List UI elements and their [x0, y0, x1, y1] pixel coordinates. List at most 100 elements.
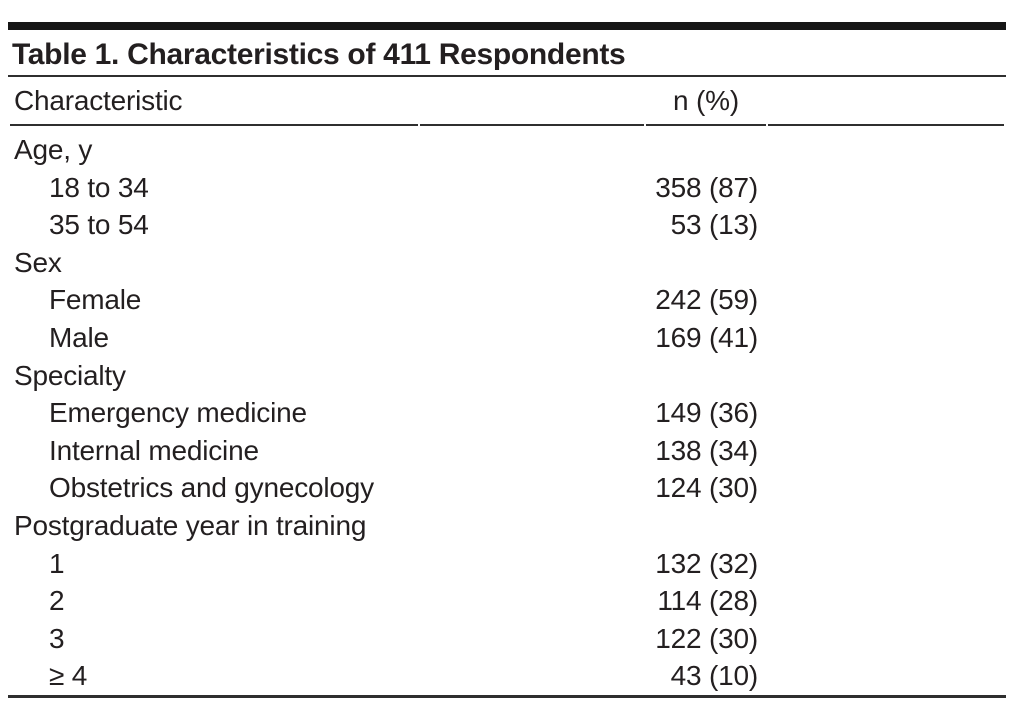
row-characteristic-cell: 18 to 34	[10, 169, 418, 207]
table-row: Specialty	[10, 357, 1004, 395]
row-spacer	[420, 582, 644, 620]
row-spacer	[420, 126, 644, 169]
row-value: 114 (28)	[657, 585, 758, 617]
row-value	[646, 244, 766, 282]
row-spacer-right	[768, 394, 1004, 432]
row-characteristic: Emergency medicine	[49, 397, 307, 429]
row-characteristic: Sex	[14, 246, 62, 278]
row-spacer-right	[768, 545, 1004, 583]
row-characteristic-cell: Male	[10, 319, 418, 357]
table-row: Obstetrics and gynecology 124 (30)	[10, 469, 1004, 507]
row-value	[646, 357, 766, 395]
table-row: Postgraduate year in training	[10, 507, 1004, 545]
table-row: Female 242 (59)	[10, 281, 1004, 319]
table-row: ≥ 4 43 (10)	[10, 657, 1004, 695]
column-header-n-percent: n (%)	[646, 77, 766, 126]
table-row: Emergency medicine 149 (36)	[10, 394, 1004, 432]
row-spacer	[420, 244, 644, 282]
row-characteristic-cell: Specialty	[10, 357, 418, 395]
row-characteristic-cell: ≥ 4	[10, 657, 418, 695]
title-rule	[8, 75, 1006, 77]
table-row: 35 to 54 53 (13)	[10, 206, 1004, 244]
row-spacer-right	[768, 620, 1004, 658]
row-characteristic: Obstetrics and gynecology	[49, 472, 374, 504]
row-characteristic: 2	[49, 585, 65, 617]
row-spacer	[420, 206, 644, 244]
row-value: 169 (41)	[655, 321, 758, 353]
row-spacer	[420, 357, 644, 395]
row-spacer	[420, 657, 644, 695]
row-characteristic: Female	[49, 284, 142, 316]
row-characteristic-cell: 1	[10, 545, 418, 583]
row-characteristic-cell: Female	[10, 281, 418, 319]
table-row: Age, y	[10, 126, 1004, 169]
row-value: 132 (32)	[655, 547, 758, 579]
row-spacer	[420, 394, 644, 432]
row-spacer-right	[768, 357, 1004, 395]
table-title: Table 1. Characteristics of 411 Responde…	[12, 38, 626, 71]
row-characteristic-cell: Sex	[10, 244, 418, 282]
row-value: 358 (87)	[655, 171, 758, 203]
row-characteristic: 3	[49, 622, 65, 654]
row-characteristic-cell: Postgraduate year in training	[10, 507, 418, 545]
table-row: 18 to 34 358 (87)	[10, 169, 1004, 207]
row-spacer	[420, 319, 644, 357]
row-value: 53 (13)	[670, 209, 759, 241]
row-spacer	[420, 169, 644, 207]
row-characteristic: Postgraduate year in training	[14, 509, 367, 541]
table-row: Male 169 (41)	[10, 319, 1004, 357]
row-characteristic: 18 to 34	[49, 171, 149, 203]
row-value: 124 (30)	[655, 472, 758, 504]
row-characteristic-cell: Age, y	[10, 126, 418, 169]
table-row: 2 114 (28)	[10, 582, 1004, 620]
row-characteristic: 35 to 54	[49, 209, 149, 241]
row-spacer-right	[768, 244, 1004, 282]
table-row: 1 132 (32)	[10, 545, 1004, 583]
row-spacer-right	[768, 657, 1004, 695]
row-value: 138 (34)	[655, 434, 758, 466]
row-value	[646, 126, 766, 169]
row-spacer	[420, 432, 644, 470]
table-row: 3 122 (30)	[10, 620, 1004, 658]
row-spacer-right	[768, 319, 1004, 357]
row-value: 242 (59)	[655, 284, 758, 316]
row-spacer	[420, 545, 644, 583]
row-characteristic: 1	[49, 547, 65, 579]
row-characteristic-cell: Obstetrics and gynecology	[10, 469, 418, 507]
column-header-characteristic: Characteristic	[10, 77, 418, 126]
row-spacer-right	[768, 126, 1004, 169]
row-spacer-right	[768, 507, 1004, 545]
row-spacer-right	[768, 281, 1004, 319]
row-value	[646, 507, 766, 545]
column-spacer-right	[768, 77, 1004, 126]
column-spacer	[420, 77, 644, 126]
row-value: 122 (30)	[655, 622, 758, 654]
row-spacer-right	[768, 582, 1004, 620]
table-row: Internal medicine 138 (34)	[10, 432, 1004, 470]
row-spacer	[420, 281, 644, 319]
table-top-bar	[8, 22, 1006, 30]
row-spacer	[420, 469, 644, 507]
row-spacer-right	[768, 206, 1004, 244]
row-characteristic-cell: 3	[10, 620, 418, 658]
bottom-rule	[8, 694, 1006, 698]
row-characteristic: Internal medicine	[49, 434, 259, 466]
row-value: 149 (36)	[655, 397, 758, 429]
row-spacer-right	[768, 432, 1004, 470]
row-spacer-right	[768, 169, 1004, 207]
row-value: 43 (10)	[670, 660, 759, 692]
row-characteristic: Age, y	[14, 134, 93, 165]
row-spacer-right	[768, 469, 1004, 507]
table-header-row: Characteristic n (%)	[10, 77, 1004, 126]
row-characteristic-cell: Emergency medicine	[10, 394, 418, 432]
row-characteristic-cell: 35 to 54	[10, 206, 418, 244]
row-spacer	[420, 507, 644, 545]
table-row: Sex	[10, 244, 1004, 282]
row-characteristic-cell: 2	[10, 582, 418, 620]
row-characteristic-cell: Internal medicine	[10, 432, 418, 470]
row-characteristic: Specialty	[14, 359, 126, 391]
characteristics-table: Characteristic n (%) Age, y 18 to 34 358…	[8, 77, 1006, 695]
row-characteristic: Male	[49, 321, 109, 353]
row-spacer	[420, 620, 644, 658]
